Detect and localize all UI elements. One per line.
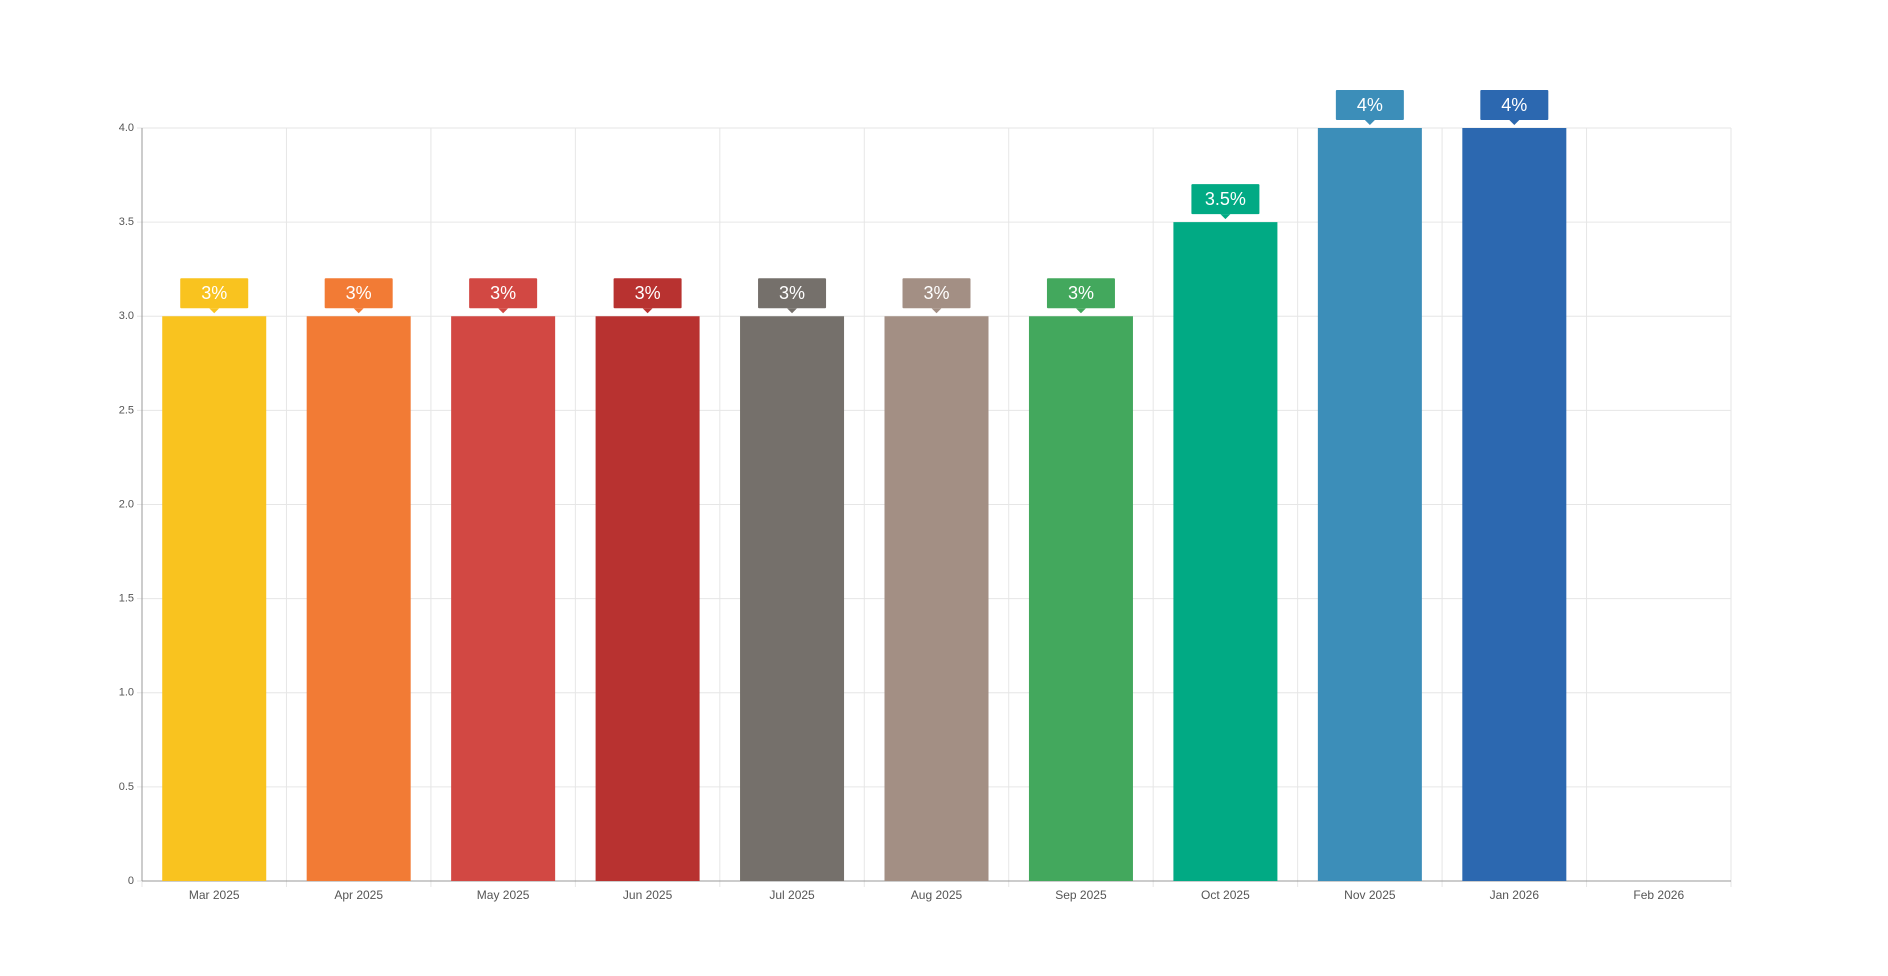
y-tick-label: 0 bbox=[128, 875, 134, 887]
value-label-box bbox=[1480, 90, 1549, 120]
value-label: 3% bbox=[1068, 283, 1094, 303]
x-tick-label: Nov 2025 bbox=[1344, 888, 1396, 902]
y-tick-label: 4.0 bbox=[119, 122, 134, 134]
x-tick-label: Mar 2025 bbox=[189, 888, 240, 902]
bar bbox=[162, 316, 267, 881]
value-label-pointer bbox=[787, 308, 798, 314]
bar bbox=[1462, 128, 1567, 881]
value-label: 3% bbox=[201, 283, 227, 303]
value-label-pointer bbox=[209, 308, 220, 314]
bar bbox=[595, 316, 700, 881]
value-label-box bbox=[613, 278, 682, 309]
value-label-box bbox=[1335, 90, 1404, 120]
value-label-pointer bbox=[1075, 308, 1086, 314]
bar bbox=[884, 316, 989, 881]
bar bbox=[740, 316, 845, 881]
value-label-pointer bbox=[353, 308, 364, 314]
x-tick-label: Sep 2025 bbox=[1055, 888, 1107, 902]
x-tick-label: Jan 2026 bbox=[1490, 888, 1540, 902]
value-label-box bbox=[469, 278, 538, 309]
x-tick-label: Jul 2025 bbox=[769, 888, 815, 902]
value-label-box bbox=[1191, 184, 1260, 215]
y-tick-label: 1.5 bbox=[119, 593, 134, 605]
value-label: 3% bbox=[346, 283, 372, 303]
value-label-box bbox=[180, 278, 249, 309]
y-tick-label: 3.5 bbox=[119, 216, 134, 228]
value-label: 3.5% bbox=[1205, 189, 1246, 209]
y-tick-label: 2.0 bbox=[119, 498, 134, 510]
value-label-box bbox=[324, 278, 393, 309]
value-label: 3% bbox=[923, 283, 949, 303]
bar bbox=[306, 316, 411, 881]
bar bbox=[1317, 128, 1422, 881]
value-label: 4% bbox=[1501, 95, 1527, 115]
value-label-box bbox=[758, 278, 827, 309]
value-label-pointer bbox=[642, 308, 653, 314]
x-tick-label: Oct 2025 bbox=[1201, 888, 1250, 902]
value-label-box bbox=[902, 278, 971, 309]
y-tick-label: 0.5 bbox=[119, 781, 134, 793]
x-tick-label: Jun 2025 bbox=[623, 888, 673, 902]
value-label-box bbox=[1046, 278, 1115, 309]
value-label: 4% bbox=[1357, 95, 1383, 115]
bar bbox=[1028, 316, 1133, 881]
bar bbox=[451, 316, 556, 881]
y-tick-label: 3.0 bbox=[119, 310, 134, 322]
y-tick-label: 2.5 bbox=[119, 404, 134, 416]
bar bbox=[1173, 222, 1278, 881]
y-tick-label: 1.0 bbox=[119, 687, 134, 699]
value-label-pointer bbox=[1364, 120, 1375, 125]
value-label-pointer bbox=[931, 308, 942, 314]
x-tick-label: Aug 2025 bbox=[911, 888, 963, 902]
value-label: 3% bbox=[779, 283, 805, 303]
x-tick-label: May 2025 bbox=[477, 888, 530, 902]
x-tick-label: Feb 2026 bbox=[1633, 888, 1684, 902]
value-label-pointer bbox=[1509, 120, 1520, 125]
x-tick-label: Apr 2025 bbox=[334, 888, 383, 902]
value-label-pointer bbox=[1220, 214, 1231, 220]
value-label: 3% bbox=[635, 283, 661, 303]
value-label: 3% bbox=[490, 283, 516, 303]
value-label-pointer bbox=[498, 308, 509, 314]
